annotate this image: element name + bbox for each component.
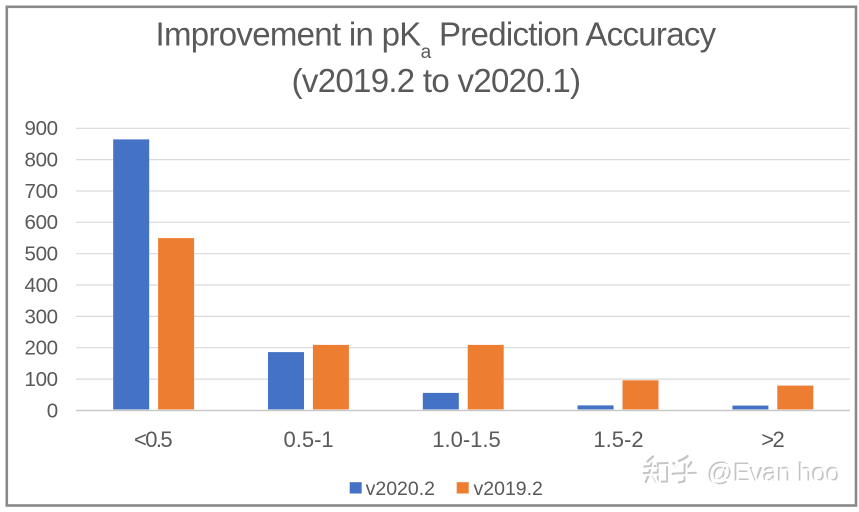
svg-text:0: 0 (47, 399, 58, 422)
svg-text:700: 700 (24, 180, 57, 203)
svg-text:@Evan hoo: @Evan hoo (707, 456, 840, 486)
svg-text:v2020.2: v2020.2 (366, 478, 435, 500)
svg-text:v2019.2: v2019.2 (474, 478, 543, 500)
svg-text:200: 200 (24, 337, 57, 360)
svg-text:0.5-1: 0.5-1 (284, 427, 334, 452)
svg-text:800: 800 (24, 149, 57, 172)
svg-text:>2: >2 (761, 427, 784, 452)
svg-text:1.0-1.5: 1.0-1.5 (432, 427, 501, 452)
svg-text:@Evan hoo: @Evan hoo (708, 458, 841, 488)
svg-text:1.5-2: 1.5-2 (593, 427, 643, 452)
svg-text:600: 600 (24, 211, 57, 234)
svg-text:(v2019.2 to v2020.1): (v2019.2 to v2020.1) (292, 62, 581, 99)
svg-text:300: 300 (24, 305, 57, 328)
svg-text:100: 100 (24, 368, 57, 391)
svg-text:500: 500 (24, 243, 57, 266)
svg-text:<0.5: <0.5 (134, 427, 172, 452)
svg-text:900: 900 (24, 117, 57, 140)
svg-text:400: 400 (24, 274, 57, 297)
